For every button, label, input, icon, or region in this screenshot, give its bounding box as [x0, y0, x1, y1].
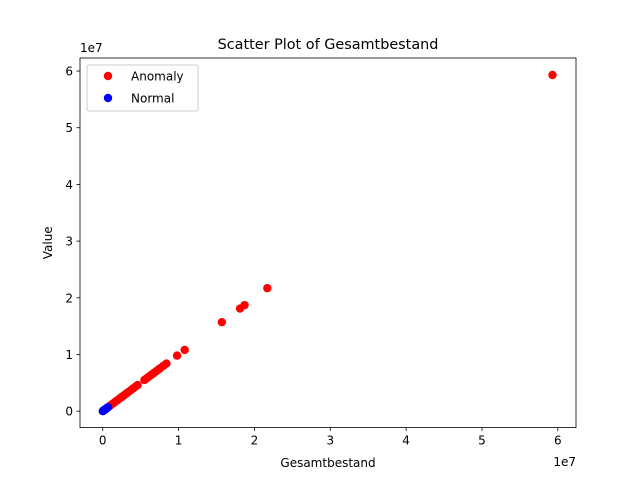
data-point [172, 351, 182, 360]
legend-label: Normal [131, 92, 174, 106]
data-point [180, 345, 189, 355]
y-tick-label: 1 [65, 348, 73, 362]
chart-title: Scatter Plot of Gesamtbestand [218, 37, 439, 53]
y-tick-label: 0 [65, 405, 73, 419]
x-tick-label: 3 [326, 434, 334, 448]
series-normal [98, 402, 113, 416]
data-point [162, 359, 171, 368]
legend-marker [103, 93, 113, 103]
x-tick-label: 0 [99, 434, 107, 448]
data-point [133, 380, 142, 390]
y-tick-label: 2 [65, 291, 73, 305]
legend-label: Anomaly [131, 70, 184, 84]
data-point [217, 317, 227, 327]
x-axis-offset-label: 1e7 [553, 455, 576, 469]
legend-items: Anomaly Normal [103, 70, 184, 106]
data-point [103, 402, 113, 412]
legend-frame [86, 64, 199, 112]
axes-frame [79, 57, 577, 429]
data-point [548, 70, 557, 80]
y-axis: 0 1 2 3 4 5 6 [65, 65, 80, 419]
x-axis-label: Gesamtbestand [280, 456, 375, 470]
x-tick-label: 2 [251, 434, 259, 448]
y-axis-offset-label: 1e7 [80, 41, 103, 55]
x-tick-label: 4 [402, 434, 410, 448]
data-point [263, 283, 272, 293]
plot-area [98, 70, 557, 416]
y-tick-label: 4 [65, 178, 73, 192]
series-anomaly [106, 70, 557, 410]
y-tick-label: 3 [65, 235, 73, 249]
x-axis: 0 1 2 3 4 5 6 [99, 427, 562, 448]
legend-marker [103, 71, 113, 81]
y-tick-label: 6 [65, 65, 73, 79]
x-tick-label: 1 [175, 434, 183, 448]
x-tick-label: 6 [554, 434, 562, 448]
legend: Anomaly Normal [86, 64, 199, 112]
x-tick-label: 5 [478, 434, 486, 448]
y-axis-label: Value [41, 226, 55, 259]
y-tick-label: 5 [65, 121, 73, 135]
data-point [240, 300, 249, 310]
